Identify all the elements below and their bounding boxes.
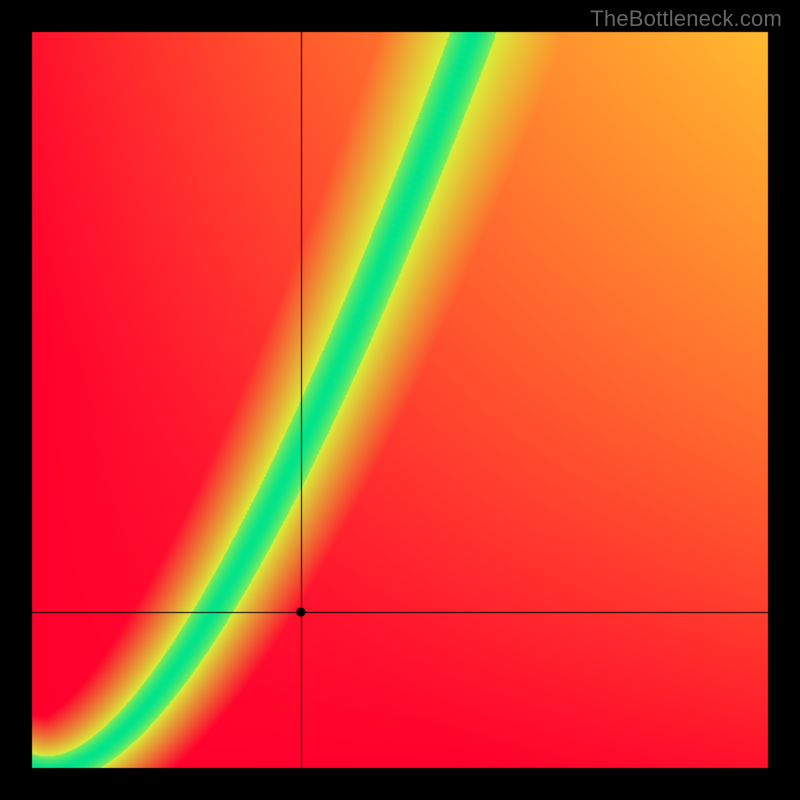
- bottleneck-heatmap: [0, 0, 800, 800]
- watermark-text: TheBottleneck.com: [590, 6, 782, 32]
